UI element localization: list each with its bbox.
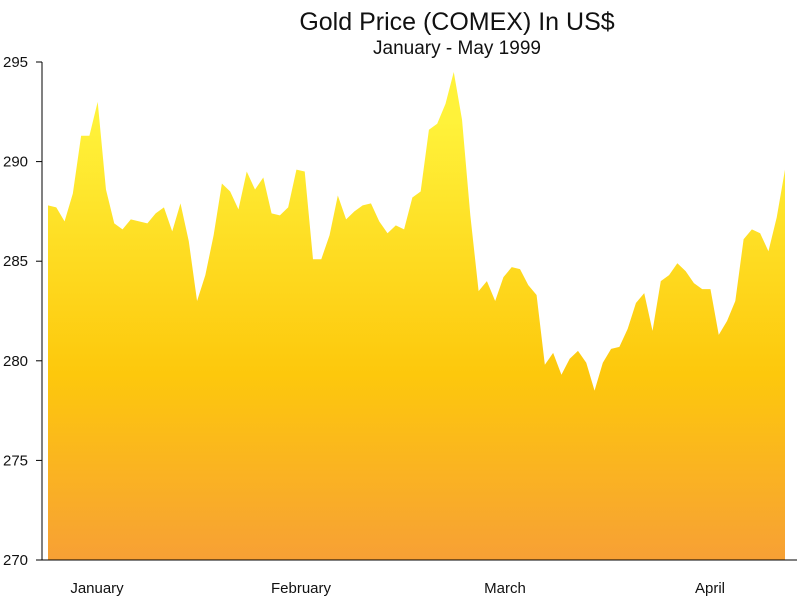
x-tick-label: March	[484, 580, 526, 597]
y-tick-label: 270	[3, 552, 28, 569]
y-tick-label: 280	[3, 353, 28, 370]
chart-subtitle: January - May 1999	[373, 38, 541, 59]
y-tick-label: 295	[3, 54, 28, 71]
x-tick-label: February	[271, 580, 332, 597]
area-layer	[48, 71, 785, 561]
gold-price-area	[48, 71, 785, 561]
axes	[36, 61, 797, 561]
y-tick-labels: 270 275 280 285 290 295	[3, 54, 28, 569]
x-tick-label: April	[695, 580, 725, 597]
x-tick-label: January	[70, 580, 124, 597]
x-tick-labels: January February March April	[70, 580, 725, 597]
y-tick-label: 275	[3, 452, 28, 469]
chart-title: Gold Price (COMEX) In US$	[299, 8, 614, 36]
y-tick-label: 285	[3, 253, 28, 270]
y-tick-label: 290	[3, 154, 28, 171]
